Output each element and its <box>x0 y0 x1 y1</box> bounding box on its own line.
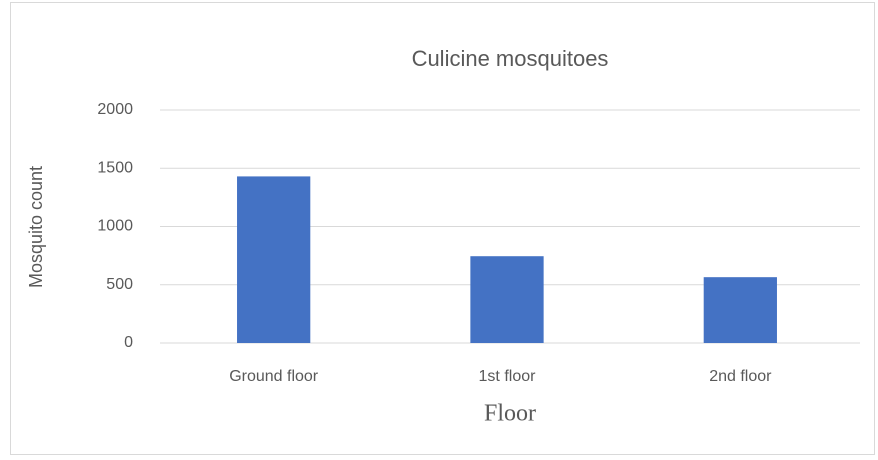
y-tick-label: 2000 <box>97 101 133 118</box>
x-tick-label: Ground floor <box>229 368 319 385</box>
chart-title: Culicine mosquitoes <box>412 46 609 71</box>
x-tick-label: 1st floor <box>479 368 537 385</box>
bar <box>703 277 777 343</box>
chart-border <box>10 2 875 455</box>
y-tick-label: 0 <box>124 334 133 351</box>
bar <box>237 176 311 343</box>
y-axis-label: Mosquito count <box>26 166 46 288</box>
y-tick-label: 500 <box>106 276 133 293</box>
y-tick-label: 1500 <box>97 159 133 176</box>
x-axis-label: Floor <box>484 401 536 427</box>
bar <box>470 256 544 343</box>
x-tick-label: 2nd floor <box>709 368 772 385</box>
y-tick-label: 1000 <box>97 218 133 235</box>
